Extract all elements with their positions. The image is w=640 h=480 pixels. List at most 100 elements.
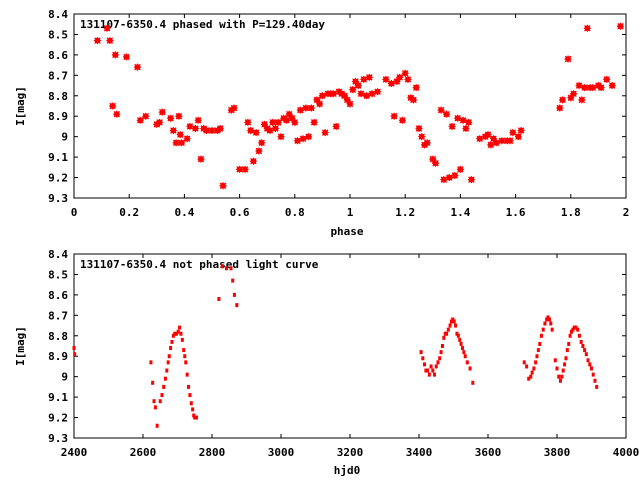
unphased-data-point (568, 333, 572, 338)
phased-data-point (514, 133, 522, 141)
unphased-data-point (468, 366, 472, 371)
phased-data-point (230, 104, 238, 112)
phased-data-point (277, 133, 285, 141)
unphased-data-point (449, 319, 453, 324)
phased-data-point (316, 100, 324, 108)
unphased-data-point (187, 384, 191, 389)
phased-data-point (374, 88, 382, 96)
unphased-x-tick-label: 4000 (613, 446, 640, 459)
unphased-y-tick-label: 9 (61, 371, 68, 384)
phased-data-point (462, 124, 470, 132)
phased-data-point (106, 37, 114, 45)
unphased-data-point (151, 380, 155, 385)
unphased-data-point (454, 323, 458, 328)
phased-data-point (578, 96, 586, 104)
unphased-data-point (572, 325, 576, 330)
phased-data-point (294, 137, 302, 145)
unphased-data-point (459, 341, 463, 346)
phased-data-point (492, 139, 500, 147)
phased-data-point (216, 124, 224, 132)
unphased-data-point (423, 362, 427, 367)
unphased-x-tick-label: 2600 (130, 446, 157, 459)
phased-data-point (368, 90, 376, 98)
phased-data-point (440, 176, 448, 184)
phased-data-point (252, 129, 260, 137)
unphased-data-point (565, 348, 569, 353)
unphased-y-tick-label: 8.8 (48, 330, 68, 343)
phased-y-axis-label: I[mag] (14, 86, 27, 126)
unphased-y-tick-label: 9.1 (48, 391, 68, 404)
phased-data-point (589, 84, 597, 92)
phased-y-tick-label: 9.2 (48, 172, 68, 185)
unphased-data-point (547, 317, 551, 322)
unphased-data-point (534, 360, 538, 365)
phased-y-tick-label: 8.7 (48, 69, 68, 82)
phased-data-point (404, 75, 412, 83)
unphased-data-point (166, 360, 170, 365)
unphased-data-point (220, 264, 224, 269)
unphased-data-point (591, 372, 595, 377)
phased-data-point (509, 129, 517, 137)
unphased-data-point (577, 333, 581, 338)
unphased-data-point (546, 315, 550, 320)
unphased-light-curve-panel: 131107-6350.4 not phased light curve hjd… (14, 248, 639, 477)
unphased-data-point (179, 331, 183, 336)
unphased-data-point (73, 352, 77, 357)
phased-data-point (266, 127, 274, 135)
phased-data-point (575, 82, 583, 90)
phased-data-point (321, 129, 329, 137)
unphased-data-point (171, 333, 175, 338)
phased-data-point (396, 73, 404, 81)
phased-x-tick-label: 1 (347, 206, 354, 219)
unphased-data-point (539, 333, 543, 338)
unphased-data-point (153, 405, 157, 410)
phased-data-point (191, 124, 199, 132)
phased-y-tick-label: 8.4 (48, 8, 68, 21)
phased-x-tick-label: 0.6 (230, 206, 250, 219)
unphased-data-point (558, 378, 562, 383)
phased-data-point (506, 137, 514, 145)
unphased-data-point (193, 415, 197, 420)
phased-data-point (448, 122, 456, 130)
unphased-data-point (189, 401, 193, 406)
phased-data-point (178, 139, 186, 147)
phased-data-point (454, 114, 462, 122)
phased-data-point (274, 118, 282, 126)
unphased-data-point (158, 399, 162, 404)
phased-data-point (465, 118, 473, 126)
unphased-data-point (426, 368, 430, 373)
unphased-data-point (574, 325, 578, 330)
unphased-data-point (571, 327, 575, 332)
unphased-data-point (564, 356, 568, 361)
unphased-data-point (149, 360, 153, 365)
unphased-data-point (522, 360, 526, 365)
phased-data-point (415, 124, 423, 132)
unphased-data-point (557, 374, 561, 379)
unphased-data-points (72, 264, 599, 428)
phased-x-tick-label: 1.6 (506, 206, 526, 219)
phased-data-point (432, 159, 440, 167)
unphased-x-tick-label: 3400 (406, 446, 433, 459)
phased-y-tick-label: 9.1 (48, 151, 68, 164)
phased-x-tick-label: 1.8 (561, 206, 581, 219)
unphased-data-point (438, 356, 442, 361)
unphased-data-point (436, 360, 440, 365)
phased-y-tick-label: 8.8 (48, 90, 68, 103)
unphased-data-point (532, 366, 536, 371)
unphased-data-point (529, 374, 533, 379)
unphased-data-point (569, 329, 573, 334)
phased-data-point (616, 22, 624, 30)
phased-data-point (167, 114, 175, 122)
unphased-data-point (463, 354, 467, 359)
phased-data-point (390, 112, 398, 120)
unphased-y-tick-label: 9.2 (48, 412, 68, 425)
unphased-data-point (581, 344, 585, 348)
unphased-data-point (217, 296, 221, 301)
unphased-data-point (549, 321, 553, 326)
unphased-data-point (590, 366, 593, 371)
unphased-data-point (555, 366, 559, 371)
phased-data-point (418, 133, 426, 141)
phased-data-point (401, 69, 409, 77)
phased-data-point (244, 118, 252, 126)
unphased-data-point (563, 362, 567, 367)
